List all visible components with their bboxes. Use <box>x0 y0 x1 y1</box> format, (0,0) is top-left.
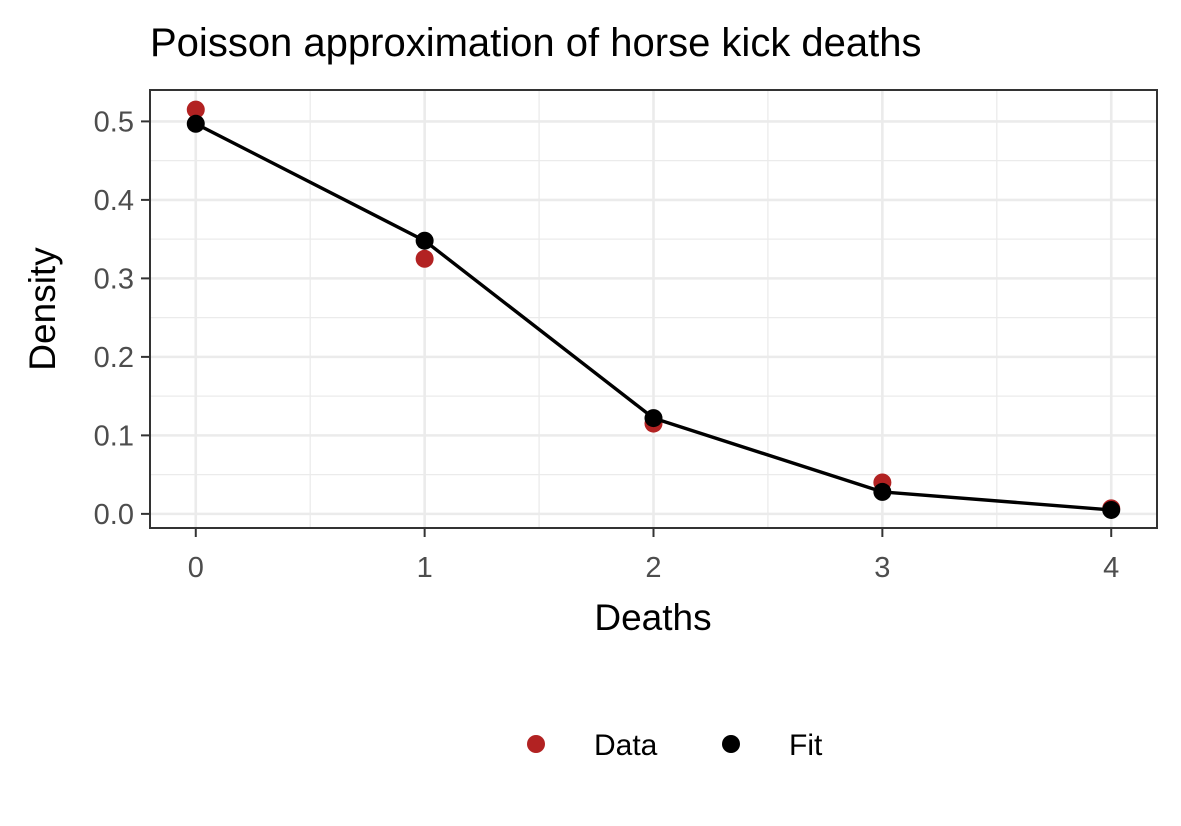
fit-point <box>186 114 205 133</box>
y-tick-label: 0.2 <box>94 342 134 374</box>
legend-label-fit: Fit <box>789 729 823 762</box>
y-tick-label: 0.5 <box>94 106 134 138</box>
y-tick-label: 0.3 <box>94 263 134 295</box>
y-axis-title: Density <box>22 247 63 371</box>
x-tick-label: 3 <box>874 552 890 584</box>
fit-point <box>415 231 434 250</box>
fit-point <box>1102 500 1121 519</box>
series-layer <box>186 100 1121 519</box>
axis-ticks: 0 1 2 3 4 0.0 0.1 0.2 0.3 0.4 0.5 <box>94 106 1120 584</box>
y-tick-label: 0.0 <box>94 499 134 531</box>
chart-title: Poisson approximation of horse kick deat… <box>150 21 922 65</box>
legend: Data Fit <box>527 729 823 762</box>
x-tick-label: 1 <box>417 552 433 584</box>
grid-major <box>150 90 1157 528</box>
fit-point <box>644 409 663 428</box>
legend-label-data: Data <box>594 729 658 762</box>
fit-point <box>873 482 892 501</box>
data-point <box>186 100 205 119</box>
y-tick-label: 0.4 <box>94 185 134 217</box>
legend-key-data <box>527 735 545 753</box>
x-tick-label: 4 <box>1103 552 1119 584</box>
y-tick-label: 0.1 <box>94 420 134 452</box>
x-tick-label: 0 <box>188 552 204 584</box>
x-axis-title: Deaths <box>594 597 711 638</box>
legend-key-fit <box>722 735 740 753</box>
x-tick-label: 2 <box>645 552 661 584</box>
data-point <box>415 249 434 268</box>
